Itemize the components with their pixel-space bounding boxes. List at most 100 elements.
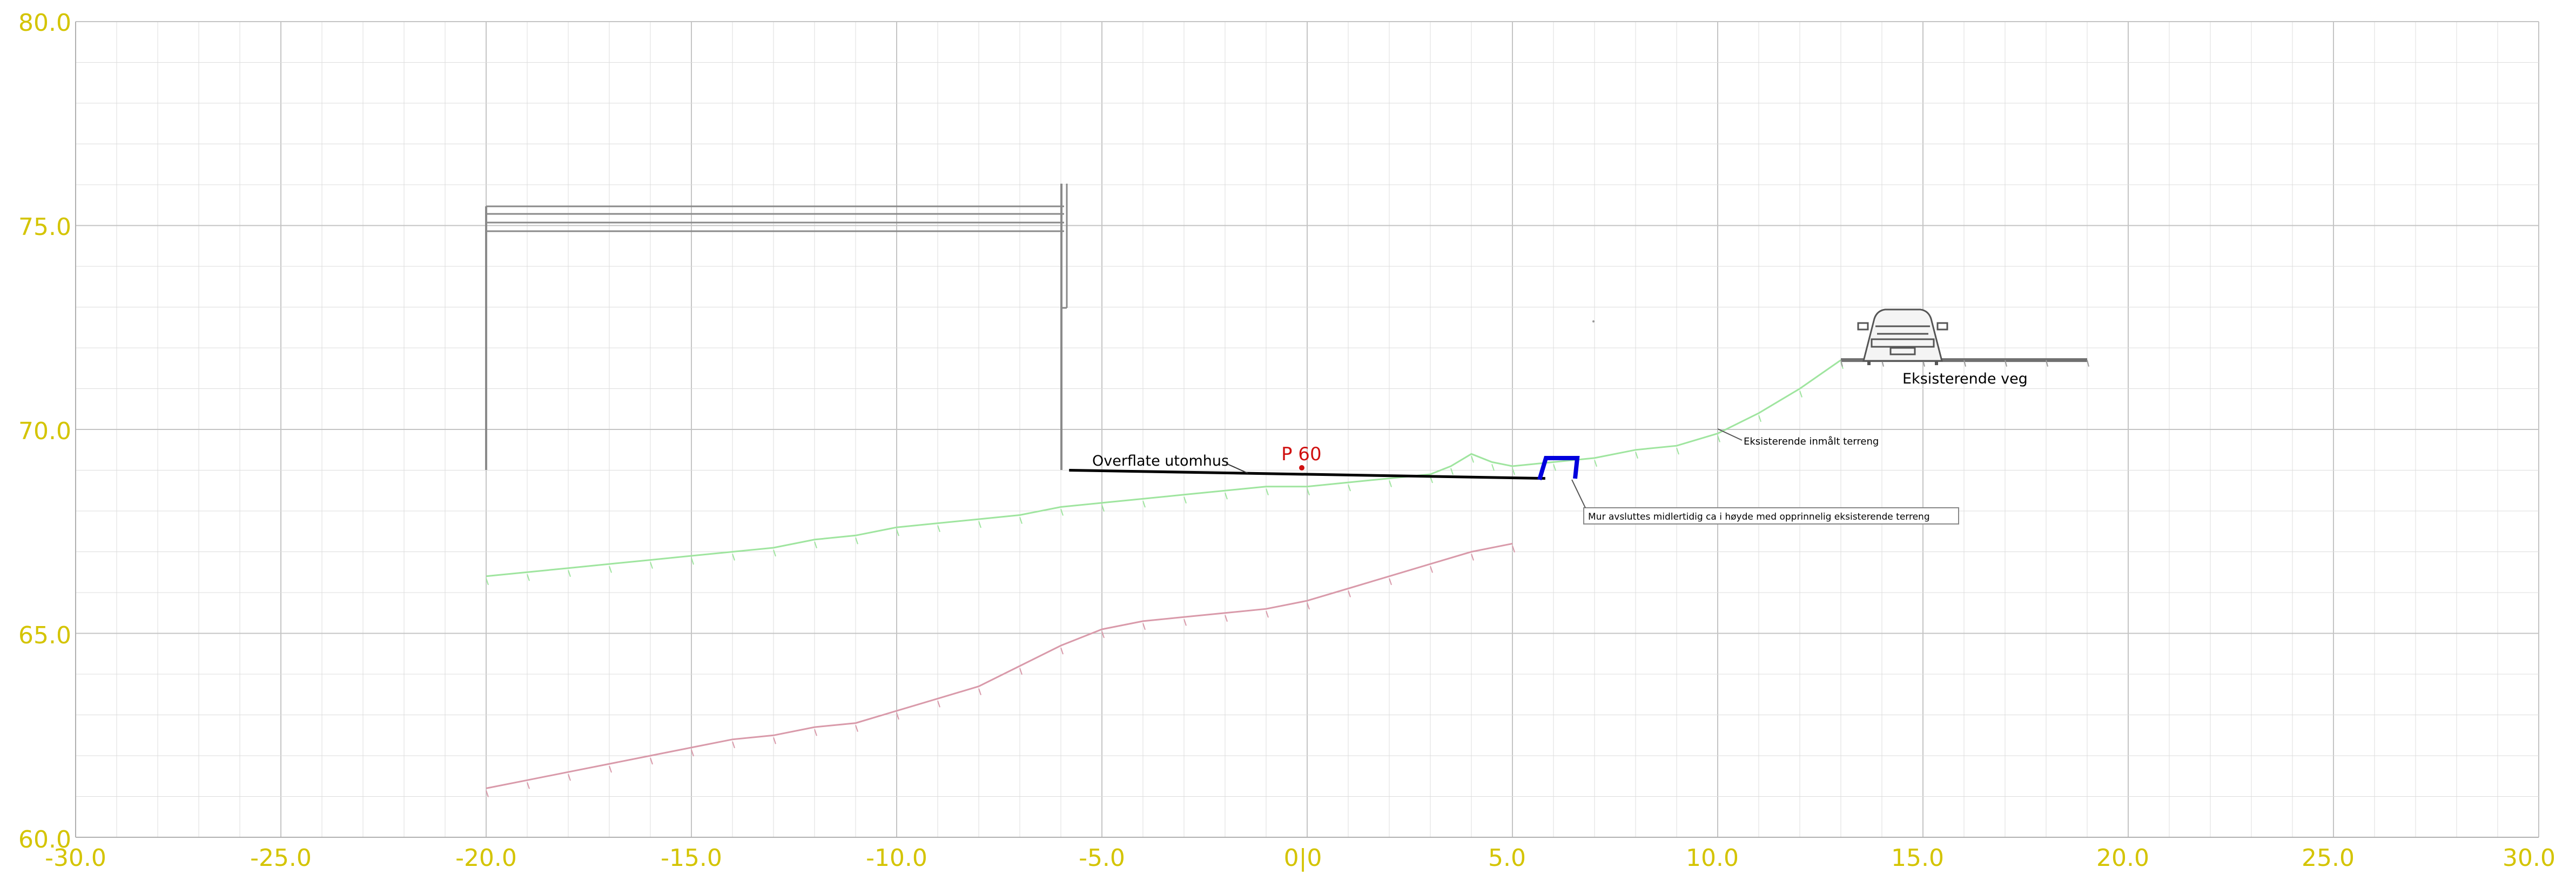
surface-line (1069, 469, 1545, 480)
terrain-tick (1142, 501, 1146, 508)
lower-tick (650, 757, 653, 765)
lower-tick (1430, 566, 1433, 573)
terrain-tick (1758, 415, 1761, 422)
terrain-tick (1019, 517, 1023, 524)
lower-tick (1183, 618, 1187, 626)
x-tick-label: -25.0 (250, 844, 312, 872)
terrain-tick (1060, 509, 1064, 516)
lower-tick (568, 774, 571, 781)
terrain-tick (1717, 435, 1720, 442)
wall-note-box (1583, 507, 1959, 525)
terrain-tick (486, 578, 489, 586)
y-tick-label: 80.0 (18, 9, 71, 37)
retaining-wall (1537, 456, 1580, 481)
lower-tick (1512, 546, 1515, 553)
surface-leader (1226, 463, 1248, 474)
terrain-tick (855, 537, 858, 544)
terrain-tick (1594, 460, 1597, 467)
lower-tick (1225, 615, 1228, 622)
profile-marker-label: P 60 (1281, 443, 1322, 465)
lower-tick (773, 737, 776, 744)
x-tick-label: -5.0 (1079, 844, 1125, 872)
lower-tick (1266, 610, 1269, 618)
measured-terrain-leader (1717, 428, 1743, 441)
road-tick (2087, 360, 2089, 367)
terrain-tick (1348, 484, 1351, 492)
car-icon (1857, 308, 1948, 365)
lower-tick (1348, 590, 1351, 597)
road-tick (1840, 360, 1843, 367)
x-tick-label: -30.0 (45, 844, 106, 872)
terrain-tick (691, 557, 694, 565)
lower-tick (978, 688, 981, 695)
lower-tick (732, 741, 735, 749)
grid-lines (75, 21, 2539, 838)
terrain-tick (1225, 492, 1228, 500)
x-tick-label: 30.0 (2503, 844, 2555, 872)
terrain-tick (1450, 468, 1454, 475)
building-outline (485, 184, 1068, 470)
y-axis-labels: 80.0 75.0 70.0 65.0 60.0 (18, 9, 71, 853)
lower-tick (1142, 623, 1146, 630)
terrain-tick (650, 562, 653, 569)
terrain-tick (1635, 452, 1638, 459)
terrain-tick (1491, 464, 1495, 471)
terrain-tick (773, 549, 776, 557)
x-tick-label: 15.0 (1891, 844, 1944, 872)
terrain-tick (1553, 464, 1556, 471)
road-tick (2005, 360, 2007, 367)
wall-note-label: Mur avsluttes midlertidig ca i høyde med… (1588, 512, 1930, 522)
y-tick-label: 60.0 (18, 826, 71, 853)
lower-tick (1060, 647, 1064, 655)
x-tick-label: 5.0 (1488, 844, 1526, 872)
terrain-tick (1676, 447, 1679, 455)
profile-marker-point (1299, 465, 1304, 470)
terrain-tick (732, 554, 735, 561)
x-tick-label: 25.0 (2302, 844, 2355, 872)
wall-note-leader (1571, 479, 1586, 508)
lower-profile-line (486, 542, 1513, 789)
x-tick-label: -10.0 (866, 844, 927, 872)
lower-tick (1101, 631, 1105, 638)
x-tick-label: -20.0 (455, 844, 517, 872)
terrain-tick (1389, 480, 1392, 487)
x-tick-label: 10.0 (1686, 844, 1739, 872)
x-tick-label: -15.0 (661, 844, 722, 872)
lower-tick (1307, 602, 1310, 610)
lower-tick (814, 729, 817, 736)
lower-tick (855, 725, 858, 732)
terrain-tick (1799, 391, 1802, 398)
lower-tick (527, 782, 530, 789)
terrain-tick (1101, 505, 1105, 512)
terrain-tick (937, 525, 940, 532)
existing-terrain-line (486, 359, 1841, 577)
y-tick-label: 70.0 (18, 418, 71, 445)
x-tick-label: 20.0 (2096, 844, 2149, 872)
lower-tick (1019, 668, 1023, 675)
x-tick-label: 0|0 (1284, 844, 1322, 872)
road-tick (1963, 360, 1966, 367)
terrain-tick (1471, 455, 1474, 463)
stray-point (1592, 320, 1595, 322)
y-tick-label: 65.0 (18, 622, 71, 649)
lower-tick (609, 765, 612, 773)
terrain-tick (1307, 488, 1310, 496)
terrain-tick (609, 566, 612, 573)
terrain-tick (568, 570, 571, 577)
terrain-tick (896, 529, 899, 536)
y-tick-label: 75.0 (18, 213, 71, 241)
lower-tick (486, 790, 489, 797)
terrain-tick (1266, 488, 1269, 496)
lower-tick (937, 700, 940, 708)
terrain-tick (814, 541, 817, 549)
lower-tick (896, 712, 899, 720)
lower-tick (1389, 578, 1392, 586)
road-label: Eksisterende veg (1902, 371, 2028, 387)
terrain-tick (1183, 496, 1187, 504)
terrain-tick (527, 574, 530, 581)
measured-terrain-label: Eksisterende inmålt terreng (1744, 436, 1879, 447)
terrain-tick (1512, 468, 1515, 475)
road-tick (2046, 360, 2048, 367)
lower-profile-ticks (486, 546, 1515, 797)
